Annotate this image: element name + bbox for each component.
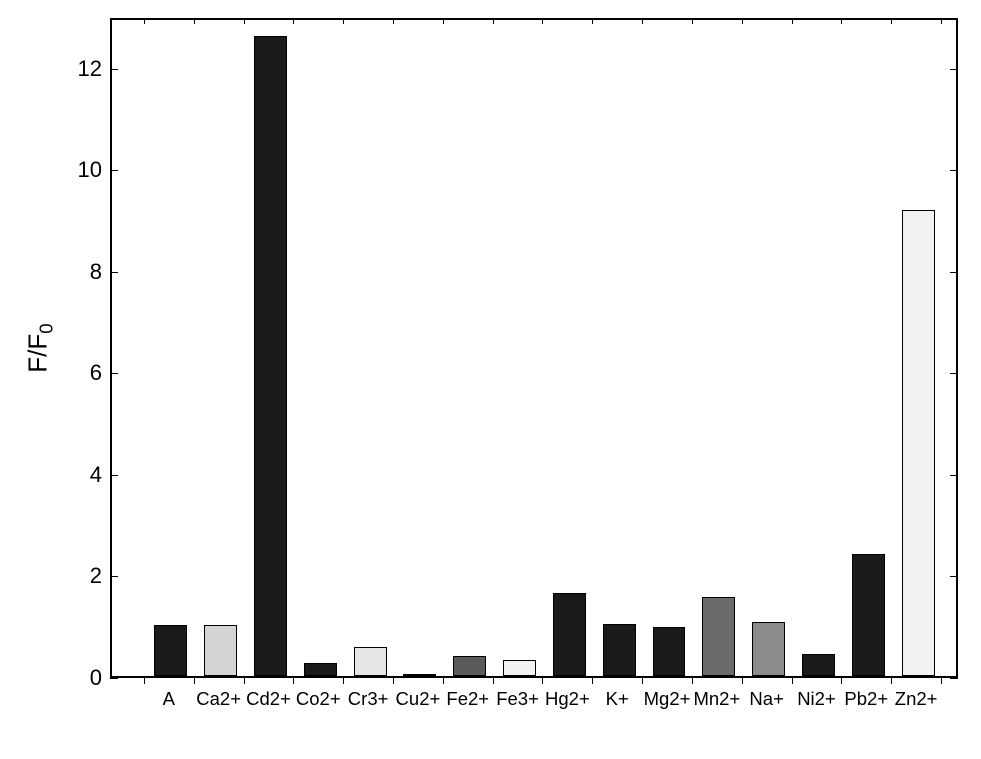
x-tick bbox=[642, 678, 643, 684]
x-tick-label: Cr3+ bbox=[348, 688, 389, 710]
x-tick bbox=[443, 678, 444, 684]
x-tick bbox=[642, 18, 643, 24]
bar-mg2plus bbox=[653, 627, 686, 676]
bar-cd2plus bbox=[254, 36, 287, 676]
y-tick bbox=[110, 170, 118, 171]
y-tick bbox=[950, 475, 958, 476]
bar-mn2plus bbox=[702, 597, 735, 676]
y-tick bbox=[110, 272, 118, 273]
y-tick-label: 10 bbox=[70, 157, 102, 183]
x-tick bbox=[393, 18, 394, 24]
x-tick-label: Cd2+ bbox=[246, 688, 291, 710]
x-tick bbox=[144, 678, 145, 684]
x-tick bbox=[293, 678, 294, 684]
x-tick-label: Hg2+ bbox=[545, 688, 590, 710]
y-tick bbox=[110, 475, 118, 476]
x-tick bbox=[592, 18, 593, 24]
y-axis-label: F/F0 bbox=[23, 323, 54, 372]
y-tick bbox=[110, 576, 118, 577]
x-tick bbox=[592, 678, 593, 684]
bar-ca2plus bbox=[204, 625, 237, 676]
x-tick-label: Ni2+ bbox=[797, 688, 836, 710]
bar-fe3plus bbox=[503, 660, 536, 676]
x-tick bbox=[244, 678, 245, 684]
bar-co2plus bbox=[304, 663, 337, 676]
x-tick-label: Fe2+ bbox=[446, 688, 489, 710]
x-tick bbox=[891, 18, 892, 24]
x-tick-label: Ca2+ bbox=[196, 688, 241, 710]
x-tick-label: Pb2+ bbox=[844, 688, 888, 710]
x-tick bbox=[293, 18, 294, 24]
y-tick bbox=[950, 272, 958, 273]
x-tick bbox=[343, 18, 344, 24]
x-tick-label: Cu2+ bbox=[396, 688, 441, 710]
x-tick-label: Co2+ bbox=[296, 688, 341, 710]
y-tick-label: 4 bbox=[70, 462, 102, 488]
x-tick-label: Na+ bbox=[749, 688, 783, 710]
bar-ni2plus bbox=[802, 654, 835, 676]
x-tick bbox=[493, 18, 494, 24]
bar-cr3plus bbox=[354, 647, 387, 676]
y-tick bbox=[950, 678, 958, 679]
x-tick bbox=[792, 18, 793, 24]
y-tick-label: 8 bbox=[70, 259, 102, 285]
x-tick bbox=[941, 18, 942, 24]
bar-hg2plus bbox=[553, 593, 586, 676]
y-tick bbox=[950, 373, 958, 374]
y-tick bbox=[110, 69, 118, 70]
x-tick bbox=[792, 678, 793, 684]
x-tick bbox=[692, 18, 693, 24]
x-tick bbox=[194, 18, 195, 24]
y-tick-label: 12 bbox=[70, 56, 102, 82]
y-tick-label: 2 bbox=[70, 563, 102, 589]
bar-fe2plus bbox=[453, 656, 486, 676]
x-tick bbox=[941, 678, 942, 684]
y-tick bbox=[950, 576, 958, 577]
bar-a bbox=[154, 625, 187, 676]
x-tick-label: Mg2+ bbox=[644, 688, 691, 710]
x-tick-label: Mn2+ bbox=[693, 688, 740, 710]
y-tick bbox=[950, 170, 958, 171]
y-tick-label: 0 bbox=[70, 665, 102, 691]
bar-pb2plus bbox=[852, 554, 885, 676]
x-tick-label: Fe3+ bbox=[496, 688, 539, 710]
x-tick bbox=[692, 678, 693, 684]
plot-area bbox=[110, 18, 958, 678]
x-tick bbox=[542, 678, 543, 684]
x-tick bbox=[343, 678, 344, 684]
y-tick-label: 6 bbox=[70, 360, 102, 386]
y-tick bbox=[110, 678, 118, 679]
bar-cu2plus bbox=[403, 674, 436, 676]
bar-kplus bbox=[603, 624, 636, 676]
chart-container: F/F0 0 2 4 6 8 10 12 A Ca2+Cd2+Co2+ Cr3+ Cu2+Fe2+ F… bbox=[0, 0, 981, 759]
x-tick bbox=[742, 18, 743, 24]
x-tick bbox=[841, 18, 842, 24]
x-tick bbox=[194, 678, 195, 684]
x-tick bbox=[443, 18, 444, 24]
x-tick-label: Zn2+ bbox=[895, 688, 938, 710]
x-tick bbox=[542, 18, 543, 24]
x-tick bbox=[891, 678, 892, 684]
x-tick-label: A bbox=[163, 688, 175, 710]
bar-naplus bbox=[752, 622, 785, 676]
x-tick bbox=[244, 18, 245, 24]
x-tick bbox=[144, 18, 145, 24]
y-tick bbox=[110, 373, 118, 374]
x-tick bbox=[493, 678, 494, 684]
x-tick-label: K+ bbox=[606, 688, 629, 710]
x-tick bbox=[393, 678, 394, 684]
x-tick bbox=[841, 678, 842, 684]
y-tick bbox=[950, 69, 958, 70]
x-tick bbox=[742, 678, 743, 684]
bar-zn2plus bbox=[902, 210, 935, 676]
